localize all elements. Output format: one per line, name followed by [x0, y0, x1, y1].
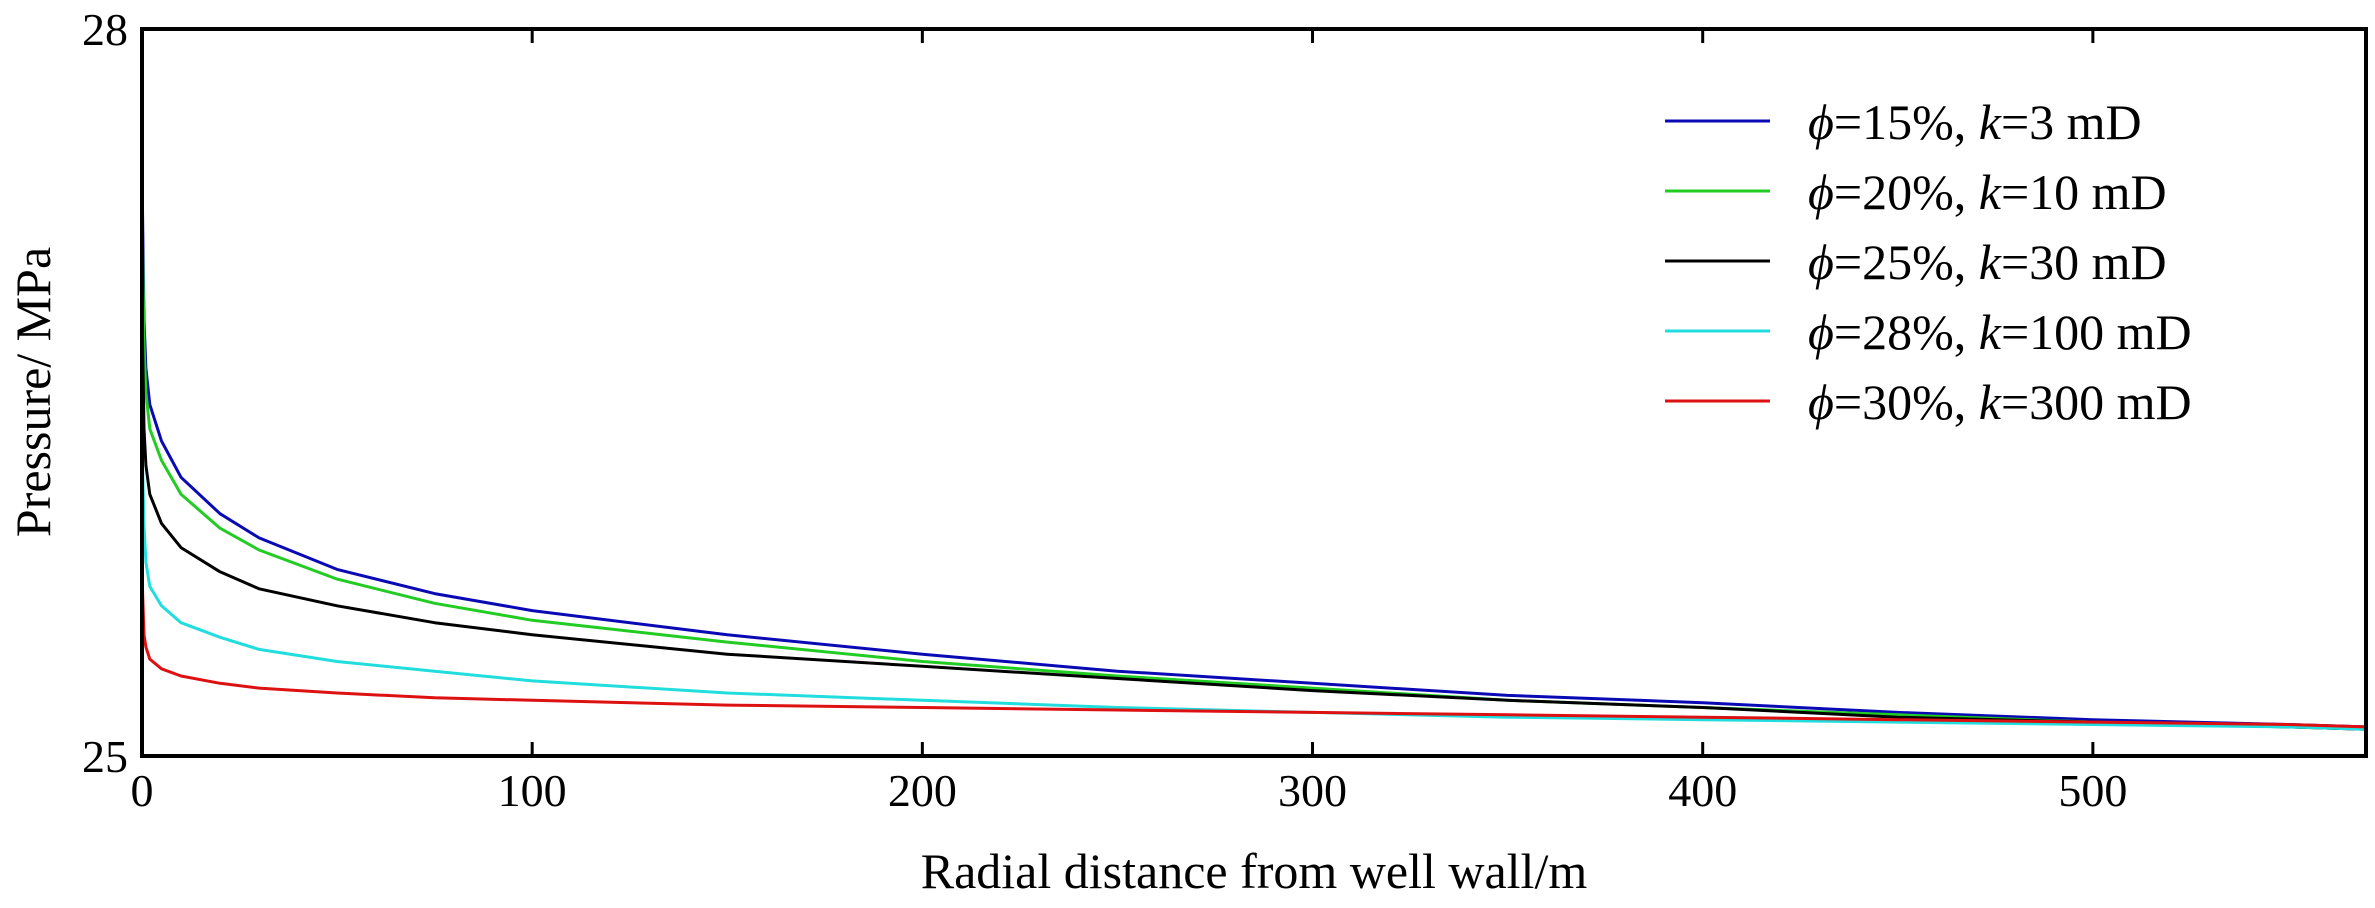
y-axis-title: Pressure/ MPa [5, 247, 61, 537]
legend-label-5: ϕ=30%, k=300 mD [1808, 374, 2192, 430]
series-line-3 [142, 307, 2366, 731]
series-line-5 [142, 574, 2366, 729]
legend-label-4: ϕ=28%, k=100 mD [1808, 304, 2192, 360]
x-axis-title: Radial distance from well wall/m [921, 843, 1588, 899]
x-tick-label: 0 [131, 765, 154, 816]
x-tick-label: 100 [498, 765, 567, 816]
legend-label-1: ϕ=15%, k=3 mD [1808, 94, 2142, 150]
y-tick-label: 28 [82, 4, 128, 55]
ticks-layer: 0 100 200 300 400 500 25 28 [82, 4, 2366, 816]
x-tick-label: 200 [888, 765, 957, 816]
x-tick-label: 300 [1278, 765, 1347, 816]
series-layer [142, 174, 2366, 731]
x-tick-label: 400 [1668, 765, 1737, 816]
legend-label-2: ϕ=20%, k=10 mD [1808, 164, 2167, 220]
plot-frame [140, 27, 2368, 758]
legend: ϕ=15%, k=3 mD ϕ=20%, k=10 mD ϕ=25%, k=30 m… [1665, 94, 2192, 430]
series-line-1 [142, 174, 2366, 729]
series-line-2 [142, 210, 2366, 731]
legend-label-3: ϕ=25%, k=30 mD [1808, 234, 2167, 290]
y-tick-label: 25 [82, 731, 128, 782]
x-tick-label: 500 [2058, 765, 2127, 816]
series-line-4 [142, 440, 2366, 731]
